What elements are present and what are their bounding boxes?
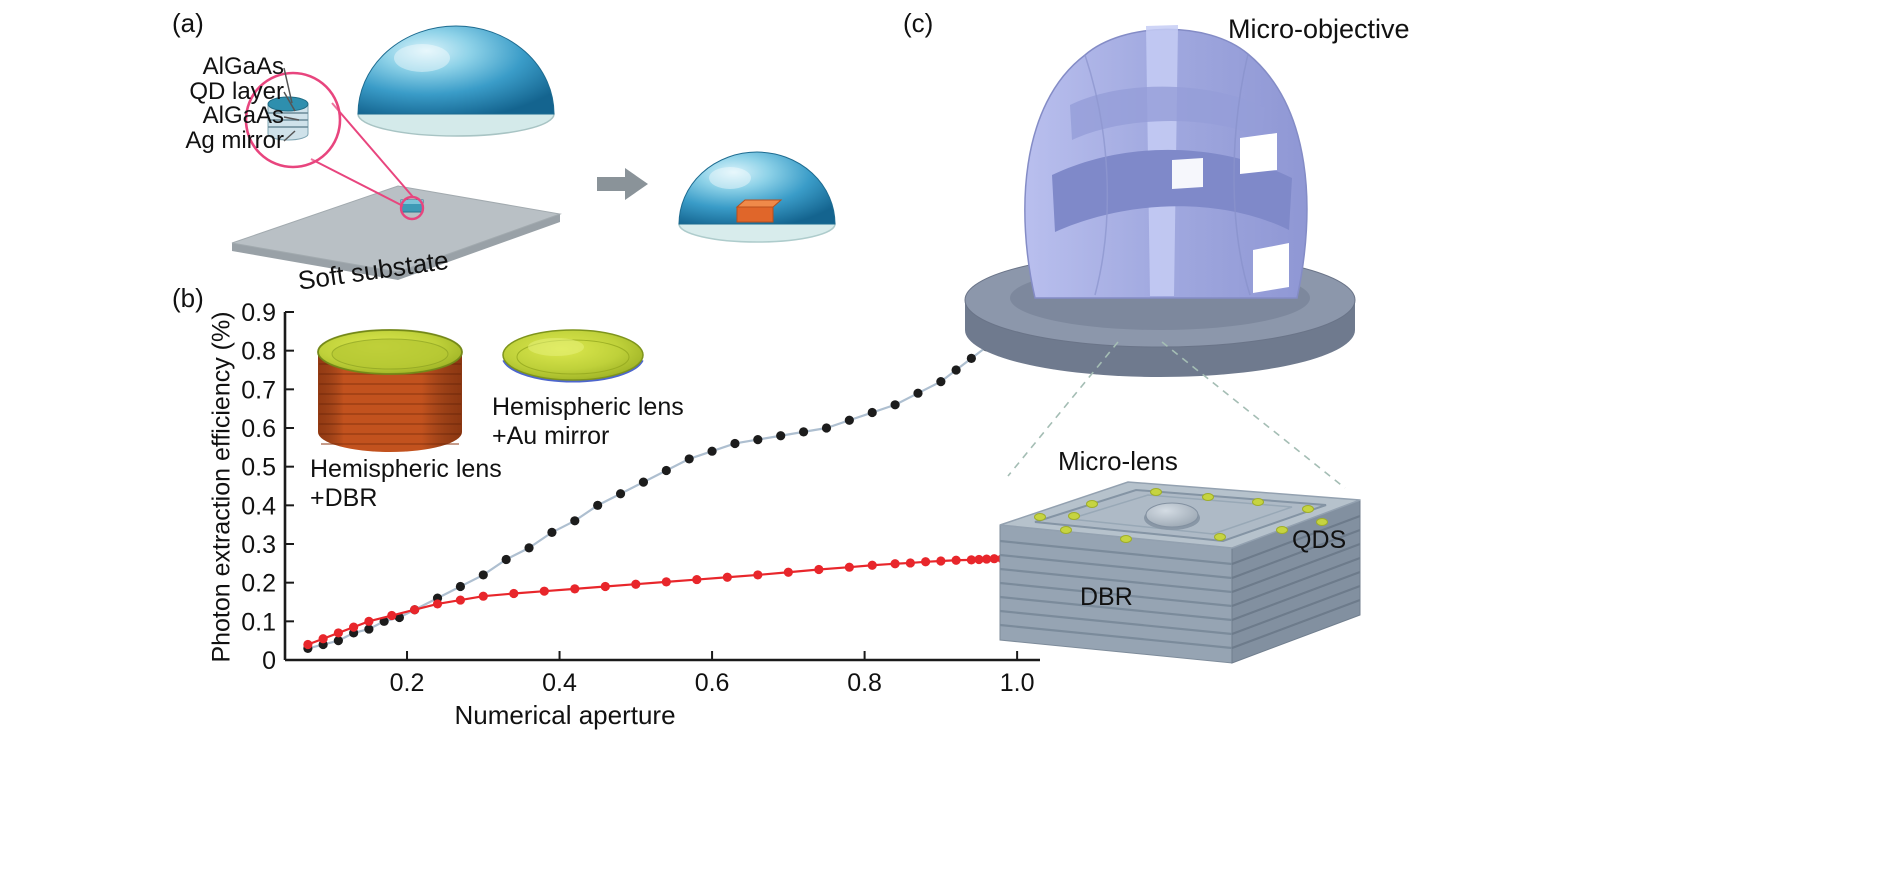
y-tick-label: 0.3 (241, 531, 276, 559)
x-tick-label: 0.2 (390, 669, 425, 697)
objective-window-icon (1253, 243, 1289, 293)
quantum-dots (1034, 488, 1328, 543)
layer-label-algaas-bottom: AlGaAs (202, 102, 284, 129)
panel-c-label: (c) (903, 8, 934, 38)
y-tick-label: 0.4 (241, 492, 276, 520)
callout-dashed-lines (1007, 341, 1346, 489)
dbr-cylinder-inset (317, 329, 463, 452)
panel-c-illustration (964, 25, 1361, 664)
series-dbr (303, 553, 1022, 650)
micro-lens-label: Micro-lens (1058, 446, 1178, 476)
layered-stack-illustration (267, 96, 309, 141)
objective-window-icon (1172, 158, 1203, 189)
layer-leader-lines (283, 67, 300, 142)
x-tick-label: 0.4 (542, 669, 577, 697)
panel-a-illustration (231, 25, 836, 280)
y-tick-label: 0.8 (241, 338, 276, 366)
dbr-chip-block (999, 481, 1361, 664)
y-axis-title: Photon extraction efficiency (%) (207, 311, 236, 663)
x-tick-label: 0.6 (695, 669, 730, 697)
y-tick-label: 0.2 (241, 570, 276, 598)
layer-labels: AlGaAs QD layer AlGaAs Ag mirror (178, 53, 284, 154)
panel-a-label: (a) (172, 8, 204, 38)
micro-objective-body (1024, 25, 1308, 299)
layer-label-algaas-top: AlGaAs (202, 53, 284, 80)
dbr-layer-stripes (999, 539, 1233, 650)
soft-substrate (231, 185, 562, 280)
objective-window-icon (1240, 133, 1277, 174)
layer-label-qd: QD layer (189, 77, 284, 105)
dbr-layer-stripes-side (1231, 514, 1361, 650)
dbr-label: DBR (1080, 583, 1133, 611)
y-tick-label: 0.9 (241, 299, 276, 327)
micro-lens-dome (1144, 502, 1200, 530)
hemispherical-lens-large (357, 25, 555, 137)
au-mirror-lens-inset (502, 329, 644, 383)
x-tick-label: 1.0 (1000, 669, 1035, 697)
annotation-au-mirror: Hemispheric lens +Au mirror (492, 393, 684, 450)
y-tick-label: 0.7 (241, 376, 276, 404)
scatter-plot: 0 0.1 0.2 0.3 0.4 0.5 0.6 0.7 0.8 0.9 0.2 0.4 0.6 0.8… (241, 299, 1040, 697)
hemispherical-lens-assembled (678, 151, 836, 243)
annotation-dbr: Hemispheric lens +DBR (310, 455, 502, 512)
qds-label: QDS (1292, 526, 1347, 554)
y-tick-label: 0.1 (241, 608, 276, 636)
x-axis-title: Numerical aperture (454, 700, 676, 730)
panel-b-label: (b) (172, 283, 204, 313)
chip-under-lens (735, 199, 783, 223)
micro-objective-label: Micro-objective (1228, 14, 1410, 44)
layer-label-ag-mirror: Ag mirror (185, 126, 284, 154)
y-tick-label: 0.6 (241, 415, 276, 443)
y-tick-label: 0.5 (241, 454, 276, 482)
y-tick-label: 0 (262, 647, 276, 675)
x-tick-label: 0.8 (847, 669, 882, 697)
arrow-icon (597, 168, 648, 200)
